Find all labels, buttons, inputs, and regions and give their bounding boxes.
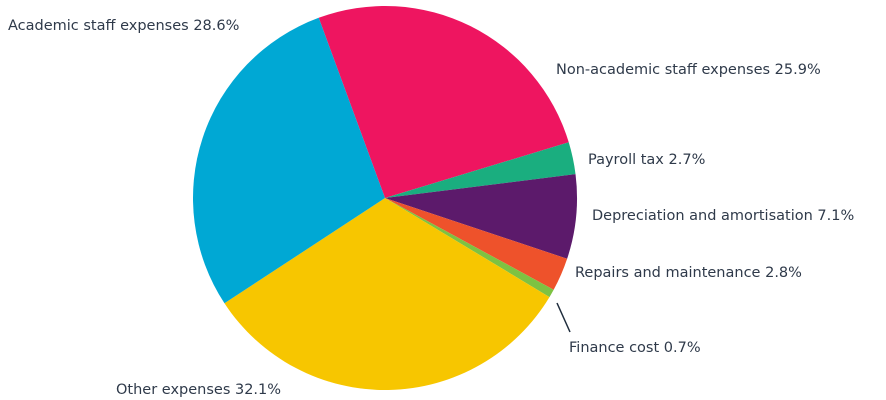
slice-label: Academic staff expenses 28.6% <box>8 18 239 34</box>
slice-value: 2.8% <box>765 265 802 281</box>
slice-name: Other expenses <box>116 382 230 398</box>
slice-value: 0.7% <box>664 340 701 356</box>
slice-name: Finance cost <box>569 340 659 356</box>
slice-label: Other expenses 32.1% <box>116 382 281 398</box>
slice-label: Payroll tax 2.7% <box>588 152 705 168</box>
pie-slice <box>224 198 550 390</box>
slice-label: Depreciation and amortisation 7.1% <box>592 208 854 224</box>
slice-name: Non-academic staff expenses <box>556 62 770 78</box>
slice-label: Finance cost 0.7% <box>569 340 701 356</box>
pie-slice <box>318 6 569 199</box>
slice-name: Depreciation and amortisation <box>592 208 813 224</box>
slice-name: Academic staff expenses <box>8 18 189 34</box>
slice-name: Payroll tax <box>588 152 664 168</box>
slice-value: 2.7% <box>669 152 706 168</box>
slice-label: Repairs and maintenance 2.8% <box>575 265 802 281</box>
leader-line <box>556 302 571 333</box>
pie-slice <box>385 198 568 290</box>
slice-value: 7.1% <box>817 208 854 224</box>
pie-slice <box>385 198 554 298</box>
slice-value: 25.9% <box>775 62 821 78</box>
pie-slice <box>385 174 577 259</box>
pie-slice <box>385 142 576 198</box>
slice-value: 32.1% <box>235 382 281 398</box>
slice-label: Non-academic staff expenses 25.9% <box>556 62 821 78</box>
slice-name: Repairs and maintenance <box>575 265 761 281</box>
slice-value: 28.6% <box>193 18 239 34</box>
pie-slice <box>193 17 385 304</box>
